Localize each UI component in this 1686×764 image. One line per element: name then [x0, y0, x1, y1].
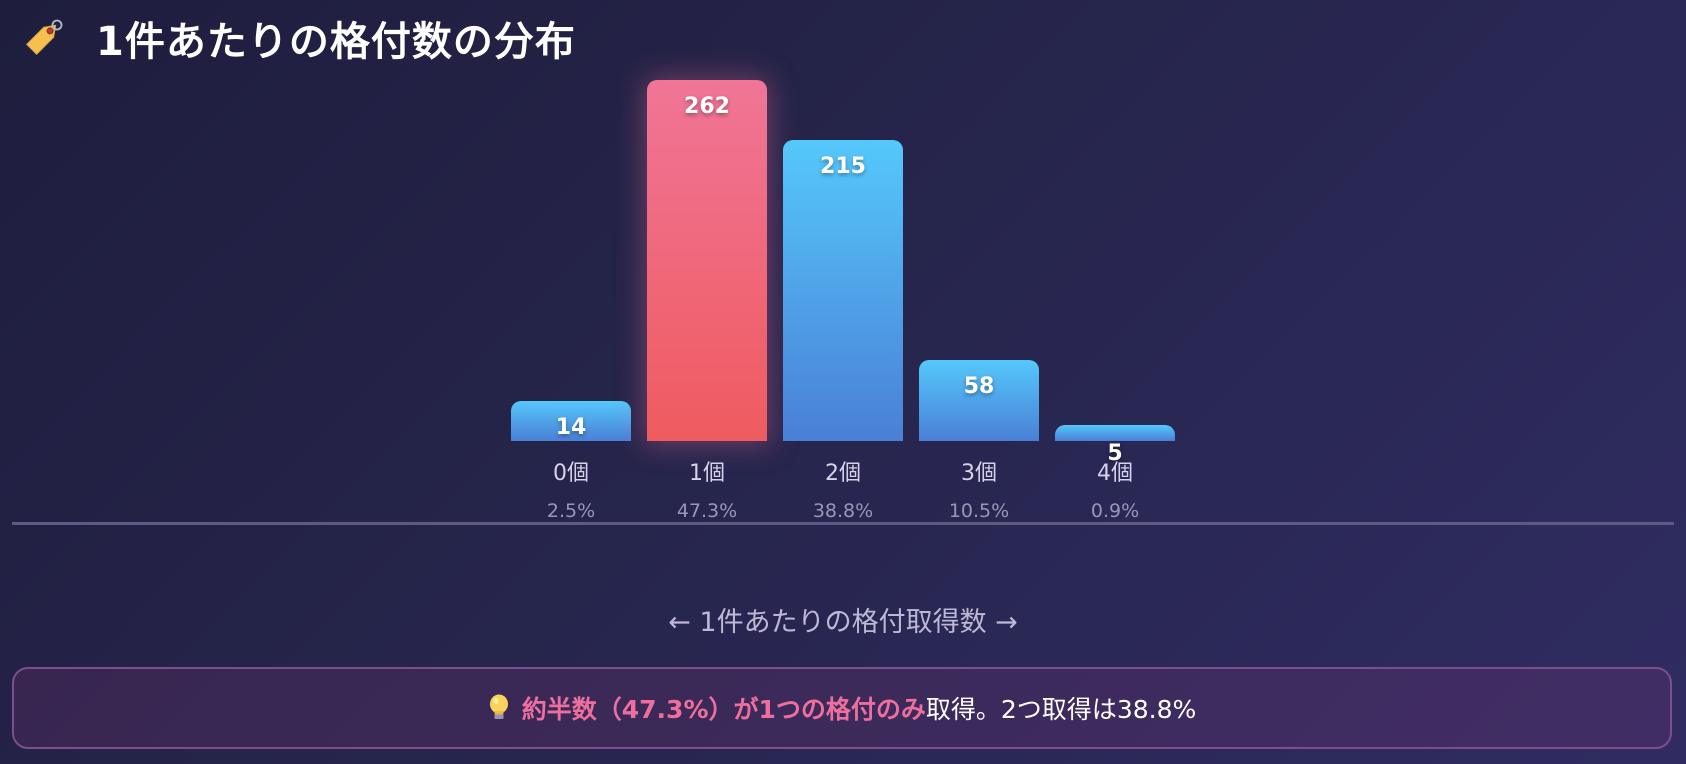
header: 1件あたりの格付数の分布: [20, 10, 576, 66]
percentage-label: 0.9%: [1090, 500, 1140, 522]
bar-4: [1055, 425, 1175, 441]
bar-0: [511, 401, 631, 441]
lightbulb-icon: [488, 694, 510, 722]
bar-3: [919, 360, 1039, 441]
percentage-label: 47.3%: [676, 500, 738, 522]
page-title: 1件あたりの格付数の分布: [96, 19, 576, 65]
bar-1: [647, 80, 767, 441]
bar-2: [783, 140, 903, 441]
x-axis-baseline: [12, 522, 1674, 525]
category-label: 0個: [553, 461, 589, 486]
insight-highlight-text: 約半数（47.3%）が1つの格付のみ: [521, 695, 926, 724]
x-axis-label: ← 1件あたりの格付取得数 →: [668, 607, 1018, 638]
insight-text: 取得。2つ取得は38.8%: [925, 695, 1197, 724]
category-label: 4個: [1097, 461, 1133, 486]
percentage-label: 38.8%: [812, 500, 874, 522]
percentage-label: 2.5%: [546, 500, 596, 522]
bar-chart: 14 0個 2.5% 262 1個 47.3% 215 2個 38.8% 58 3個 10.5% 5 4個…: [511, 80, 1175, 522]
category-label: 2個: [825, 461, 861, 486]
category-label: 3個: [961, 461, 997, 486]
bar-value-label: 215: [820, 154, 866, 179]
bar-value-label: 262: [684, 94, 730, 119]
category-label: 1個: [689, 461, 725, 486]
bar-value-label: 58: [963, 374, 995, 399]
percentage-label: 10.5%: [948, 500, 1010, 522]
tag-icon: [20, 15, 66, 61]
insight-box: 約半数（47.3%）が1つの格付のみ 取得。2つ取得は38.8%: [12, 667, 1672, 749]
bar-value-label: 5: [1107, 441, 1123, 466]
bar-value-label: 14: [555, 415, 587, 440]
